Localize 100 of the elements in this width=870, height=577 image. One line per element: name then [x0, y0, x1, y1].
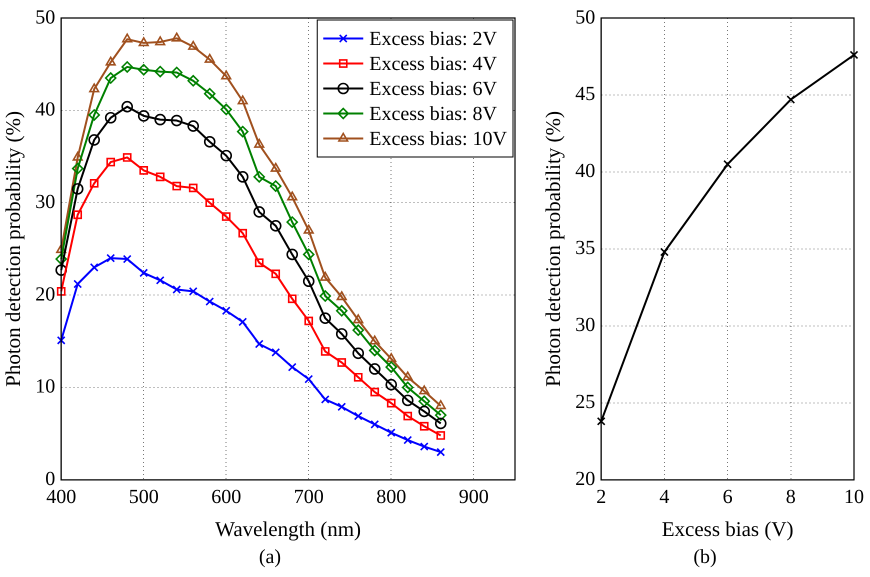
point [336, 304, 348, 317]
point [221, 70, 232, 80]
point [55, 264, 67, 276]
point [172, 32, 182, 42]
legend-label: Excess bias: 10V [369, 128, 508, 150]
point [270, 162, 281, 172]
point [254, 138, 264, 148]
point [418, 395, 430, 408]
point [222, 212, 231, 221]
y-axis-title: Photon detection probability (%) [1, 110, 26, 387]
point [304, 316, 314, 326]
y-tick-label: 50 [35, 6, 56, 28]
x-tick-label: 600 [211, 486, 242, 508]
point [156, 276, 165, 285]
x-tick-label: 500 [128, 486, 159, 508]
point [106, 56, 116, 66]
point [402, 382, 414, 394]
point [370, 420, 380, 429]
point [302, 275, 315, 288]
point [336, 328, 348, 340]
point [56, 244, 66, 254]
point [436, 448, 446, 456]
point [90, 178, 99, 188]
point [89, 83, 100, 92]
point [238, 228, 248, 238]
point [222, 306, 231, 316]
text: (a) [258, 545, 282, 569]
y-tick-label: 25 [575, 391, 596, 414]
y-tick-label: 20 [575, 468, 596, 490]
point [253, 171, 266, 183]
point [72, 183, 84, 195]
y-tick-label: 40 [575, 160, 596, 182]
point [386, 428, 396, 438]
point [723, 160, 732, 169]
point [386, 398, 396, 408]
x-axis-title: Wavelength (nm) [215, 516, 362, 541]
point [56, 287, 66, 296]
x-tick-label: 10 [844, 486, 864, 508]
point [106, 158, 116, 166]
y-tick-label: 20 [35, 283, 56, 306]
point [90, 263, 99, 272]
point [596, 416, 606, 426]
point [138, 37, 149, 46]
point [188, 40, 198, 50]
point [403, 412, 412, 420]
y-tick-label: 50 [575, 6, 596, 28]
point [121, 61, 134, 73]
point [220, 104, 232, 116]
point [418, 406, 430, 418]
point [270, 180, 282, 192]
point [850, 50, 858, 60]
point [420, 422, 429, 431]
point [370, 335, 380, 345]
point [172, 182, 182, 190]
point [370, 388, 380, 396]
point [271, 270, 280, 278]
point [319, 312, 332, 324]
point [88, 109, 100, 121]
point [320, 272, 330, 281]
x-axis-title: Excess bias (V) [662, 516, 794, 541]
point [139, 166, 148, 175]
point [122, 33, 132, 43]
point [88, 134, 100, 146]
point [204, 136, 216, 148]
point [187, 75, 200, 87]
point [352, 347, 364, 360]
x-tick-label: 900 [458, 486, 489, 508]
x-tick-label: 6 [722, 486, 733, 508]
point [354, 372, 363, 382]
point [204, 54, 215, 63]
y-tick-label: 30 [575, 314, 596, 336]
point [170, 114, 183, 126]
point [354, 412, 363, 420]
point [72, 162, 84, 174]
x-tick-label: 8 [786, 486, 796, 508]
point [304, 374, 314, 384]
point [138, 64, 150, 76]
y-tick-label: 40 [35, 98, 56, 121]
point [286, 216, 298, 228]
point [386, 353, 396, 362]
y-tick-label: 10 [35, 376, 56, 398]
legend-label: Excess bias: 4V [369, 52, 498, 75]
point [254, 340, 264, 348]
point [72, 152, 83, 161]
text: (b) [692, 545, 718, 569]
point [302, 248, 315, 260]
point [104, 72, 117, 84]
x-tick-label: 800 [376, 486, 406, 508]
point [138, 110, 150, 122]
point [154, 114, 166, 126]
point [320, 347, 330, 356]
point [254, 258, 264, 268]
point [287, 191, 298, 200]
point [368, 344, 381, 356]
point [337, 402, 346, 412]
y-axis-title: Photon detection probability (%) [541, 110, 566, 387]
legend-label: Excess bias: 2V [369, 28, 498, 50]
point [220, 150, 232, 162]
point [352, 324, 364, 336]
point [238, 95, 248, 104]
